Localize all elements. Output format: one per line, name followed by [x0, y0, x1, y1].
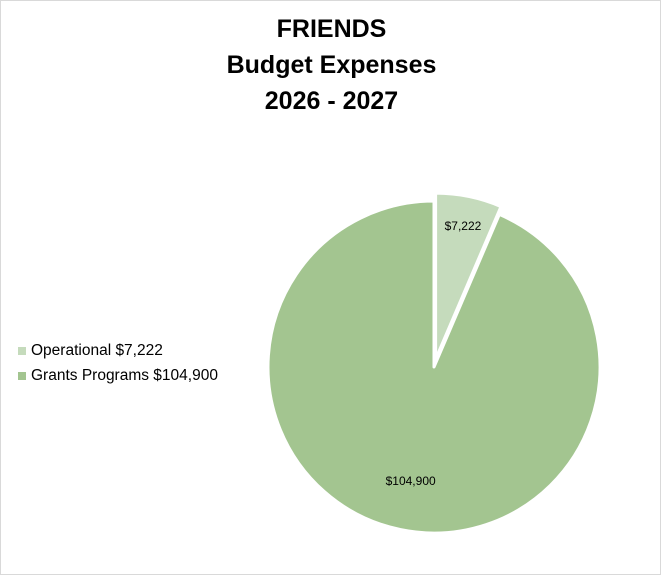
legend: Operational $7,222 Grants Programs $104,… [18, 338, 218, 388]
data-label-operational: $7,222 [445, 219, 482, 233]
legend-item-grants-programs: Grants Programs $104,900 [18, 363, 218, 388]
chart-title: FRIENDS Budget Expenses 2026 - 2027 [1, 11, 661, 119]
chart-title-line-1: FRIENDS [276, 15, 387, 43]
legend-label-grants-programs: Grants Programs $104,900 [31, 366, 218, 384]
pie-slice-operational [434, 191, 503, 361]
legend-label-operational: Operational $7,222 [31, 341, 163, 359]
data-label-grants-programs: $104,900 [386, 474, 436, 488]
legend-item-operational: Operational $7,222 [18, 338, 218, 363]
legend-swatch-grants-programs [18, 371, 26, 380]
chart-title-line-2: Budget Expenses [226, 51, 437, 79]
chart-title-line-3: 2026 - 2027 [264, 87, 399, 115]
pie-slice-grants-programs [266, 199, 602, 535]
legend-swatch-operational [18, 346, 26, 355]
